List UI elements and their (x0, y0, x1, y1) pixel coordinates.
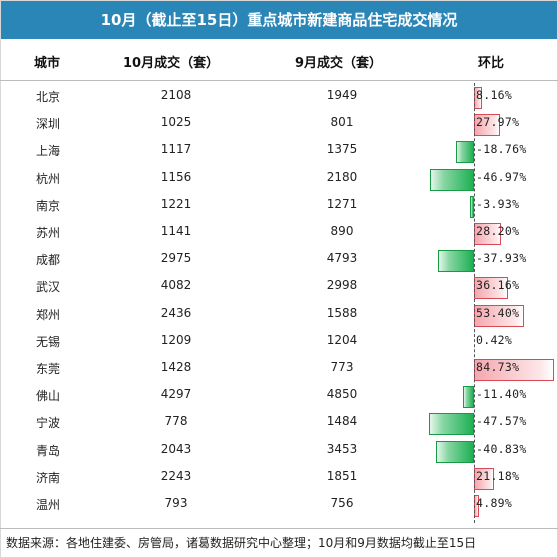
mom-bar-13 (435, 440, 474, 463)
mom-label: 84.73% (476, 360, 520, 374)
city-cell: 佛山 (35, 389, 60, 404)
city-cell: 郑州 (35, 307, 60, 322)
city-cell: 无锡 (35, 334, 60, 349)
sep-value-cell: 1375 (326, 142, 358, 157)
oct-value-cell: 4297 (160, 387, 192, 402)
oct-value-cell: 2108 (160, 88, 192, 102)
sep-value-cell: 4850 (326, 387, 358, 402)
mom-bar-12 (429, 413, 474, 436)
sep-value-cell: 1588 (326, 305, 358, 320)
header-oct: 10月成交（套） (123, 56, 220, 71)
city-cell: 南京 (35, 198, 60, 213)
mom-label: 0.42% (476, 332, 513, 347)
mom-label: -46.97% (476, 169, 527, 184)
sep-value-cell: 2180 (326, 169, 358, 184)
mom-label: 36.16% (476, 278, 520, 293)
mom-label: 28.20% (476, 224, 520, 238)
mom-label: -18.76% (476, 142, 527, 157)
city-cell: 深圳 (35, 117, 60, 132)
city-cell: 武汉 (35, 280, 60, 295)
city-cell: 济南 (35, 470, 60, 485)
mom-label: 4.89% (476, 496, 513, 510)
oct-value-cell: 2436 (160, 305, 192, 320)
mom-bar-3 (429, 168, 474, 191)
mom-label: 21.18% (476, 468, 520, 483)
mom-bar-6 (438, 250, 474, 273)
oct-value-cell: 1221 (160, 196, 192, 211)
oct-value-cell: 1209 (160, 332, 192, 347)
sep-value-cell: 4793 (326, 251, 358, 266)
mom-bar-4 (470, 195, 474, 218)
mom-label: 8.16% (476, 88, 513, 102)
header-city: 城市 (34, 56, 61, 71)
city-cell: 北京 (35, 90, 60, 104)
sep-value-cell: 1204 (326, 332, 358, 347)
oct-value-cell: 2043 (160, 441, 192, 456)
oct-value-cell: 793 (164, 496, 188, 510)
source-note: 数据来源：各地住建委、房管局，诸葛数据研究中心整理；10月和9月数据均截止至15… (6, 536, 477, 550)
footer-divider (0, 528, 558, 529)
mom-label: 53.40% (476, 305, 520, 320)
oct-value-cell: 778 (164, 414, 188, 429)
city-cell: 温州 (35, 498, 60, 512)
city-cell: 青岛 (35, 443, 60, 458)
sep-value-cell: 3453 (326, 441, 358, 456)
oct-value-cell: 4082 (160, 278, 192, 293)
sep-value-cell: 2998 (326, 278, 358, 293)
city-cell: 宁波 (35, 416, 60, 431)
city-cell: 上海 (35, 144, 60, 159)
mom-label: -37.93% (476, 251, 527, 266)
oct-value-cell: 2243 (160, 468, 192, 483)
sep-value-cell: 1484 (326, 414, 358, 429)
oct-value-cell: 1025 (160, 115, 192, 130)
city-cell: 成都 (35, 253, 60, 268)
mom-label: -3.93% (476, 196, 520, 211)
header-sep: 9月成交（套） (295, 56, 383, 71)
sep-value-cell: 1271 (326, 196, 358, 211)
sep-value-cell: 756 (330, 496, 354, 510)
oct-value-cell: 1156 (160, 169, 192, 184)
mom-label: -11.40% (476, 387, 527, 402)
sep-value-cell: 1949 (326, 88, 358, 102)
city-cell: 杭州 (35, 171, 60, 186)
sep-value-cell: 773 (330, 360, 354, 374)
mom-bar-11 (463, 386, 474, 409)
city-cell: 东莞 (35, 362, 60, 376)
oct-value-cell: 1117 (160, 142, 192, 157)
mom-label: -47.57% (476, 414, 527, 429)
mom-label: -40.83% (476, 441, 527, 456)
zero-axis (474, 83, 476, 523)
sep-value-cell: 801 (330, 115, 354, 130)
oct-value-cell: 1141 (160, 224, 192, 238)
mom-bar-2 (456, 141, 474, 164)
oct-value-cell: 1428 (160, 360, 192, 374)
sep-value-cell: 890 (330, 224, 354, 238)
header-divider (0, 80, 558, 81)
header-mom: 环比 (478, 56, 505, 71)
chart-title: 10月（截止至15日）重点城市新建商品住宅成交情况 (1, 1, 557, 39)
city-cell: 苏州 (35, 226, 60, 240)
mom-label: 27.97% (476, 115, 520, 130)
oct-value-cell: 2975 (160, 251, 192, 266)
sep-value-cell: 1851 (326, 468, 358, 483)
